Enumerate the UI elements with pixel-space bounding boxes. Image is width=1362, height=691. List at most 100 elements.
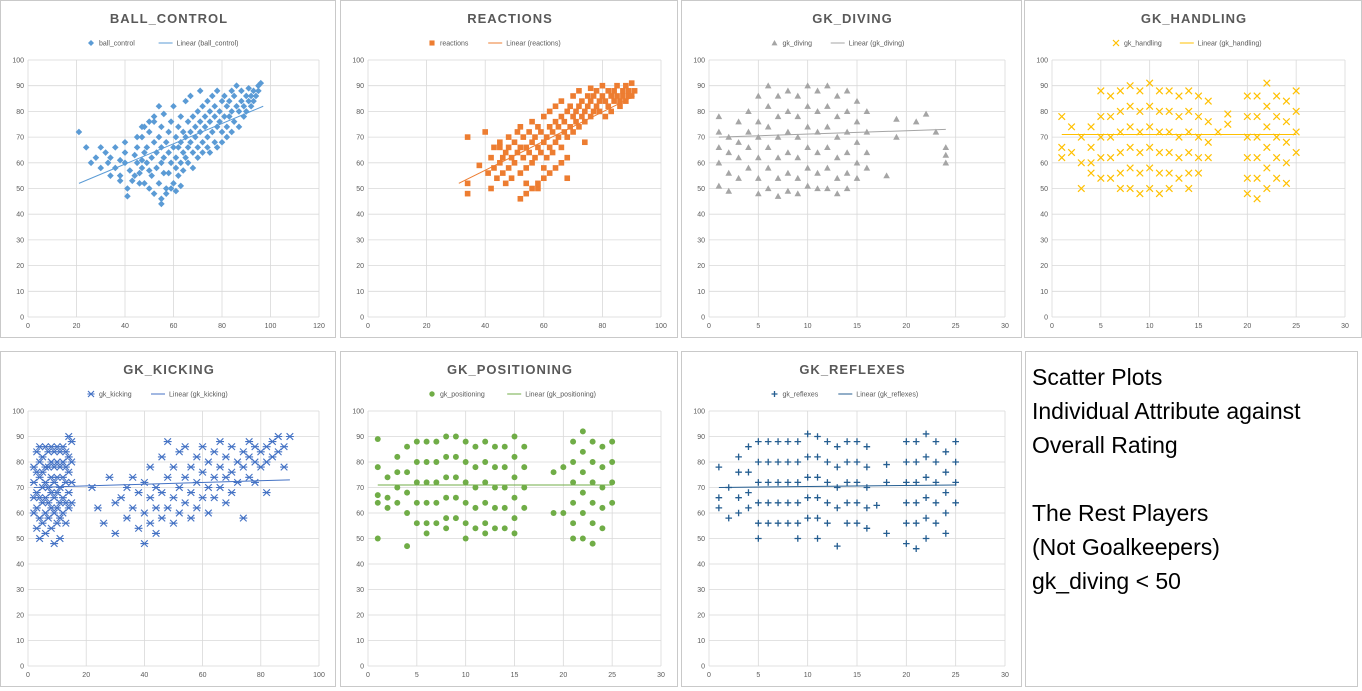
data-point: [576, 88, 582, 94]
chart-legend: gk_handling Linear (gk_handling): [1112, 39, 1262, 48]
data-point: [210, 448, 219, 456]
data-point: [1165, 107, 1173, 116]
data-point: [177, 182, 185, 190]
data-point: [535, 180, 541, 187]
data-point: [853, 174, 861, 181]
x-tick-label: 100: [313, 672, 325, 679]
data-point: [932, 479, 940, 486]
data-point: [784, 187, 792, 194]
data-point: [146, 494, 155, 502]
scatter-points: [75, 79, 265, 208]
data-point: [764, 144, 772, 151]
data-point: [1253, 153, 1261, 162]
x-tick-label: 0: [26, 323, 30, 330]
data-point: [184, 159, 192, 167]
x-tick-label: 30: [1001, 672, 1009, 679]
data-point: [555, 124, 562, 130]
data-point: [755, 499, 762, 507]
data-point: [204, 483, 213, 492]
linear-trendline: [718, 484, 956, 488]
data-point: [502, 180, 509, 187]
legend-marker: [429, 391, 435, 397]
data-point: [755, 92, 762, 99]
x-tick-label: 25: [952, 672, 960, 679]
legend-series-label: reactions: [440, 41, 469, 48]
data-point: [107, 154, 114, 161]
data-point: [529, 118, 535, 125]
data-point: [579, 98, 585, 104]
y-tick-label: 50: [356, 536, 364, 543]
data-point: [141, 149, 148, 156]
chart-svg-gk-handling: GK_HANDLING gk_handling Linear (gk_handlin…: [1036, 11, 1349, 330]
data-point: [472, 464, 479, 471]
data-point: [172, 133, 180, 141]
data-point: [206, 108, 214, 115]
data-point: [774, 174, 782, 181]
data-point: [529, 185, 535, 192]
data-point: [599, 82, 606, 89]
y-tick-label: 10: [356, 638, 364, 645]
y-tick-label: 10: [1040, 289, 1048, 296]
data-point: [755, 535, 762, 542]
data-point: [764, 164, 772, 171]
data-point: [491, 484, 498, 491]
y-tick-label: 60: [697, 511, 705, 518]
data-point: [491, 464, 498, 471]
data-point: [462, 459, 469, 465]
data-point: [505, 165, 512, 171]
data-point: [1263, 164, 1271, 172]
data-point: [394, 469, 401, 476]
x-tick-label: 30: [657, 672, 665, 679]
data-point: [1165, 148, 1173, 157]
data-point: [620, 93, 626, 99]
data-point: [227, 443, 236, 451]
data-point: [218, 97, 226, 105]
data-point: [433, 520, 440, 527]
data-point: [631, 88, 638, 94]
data-point: [1097, 112, 1105, 121]
data-point: [67, 478, 76, 487]
x-tick-label: 40: [121, 323, 129, 330]
x-tick-label: 30: [1001, 323, 1009, 330]
chart-title: REACTIONS: [467, 11, 553, 26]
data-point: [497, 139, 503, 146]
data-point: [121, 159, 129, 167]
data-point: [609, 459, 616, 465]
data-point: [189, 164, 197, 172]
data-point: [443, 525, 450, 532]
data-point: [1087, 143, 1095, 152]
data-point: [87, 159, 95, 167]
y-tick-label: 30: [16, 237, 24, 244]
data-point: [735, 118, 742, 125]
data-point: [233, 82, 240, 89]
y-tick-label: 30: [356, 237, 364, 244]
data-point: [122, 514, 131, 522]
data-point: [922, 453, 930, 461]
data-point: [932, 438, 940, 445]
data-point: [482, 520, 489, 527]
data-point: [374, 535, 381, 542]
data-point: [853, 118, 861, 125]
data-point: [853, 499, 861, 507]
data-point: [912, 519, 920, 527]
data-point: [404, 510, 411, 516]
data-point: [853, 159, 861, 166]
y-tick-label: 80: [697, 460, 705, 467]
data-point: [573, 108, 579, 115]
data-point: [179, 149, 187, 156]
y-tick-label: 100: [12, 58, 24, 65]
data-point: [833, 443, 841, 450]
data-point: [491, 144, 497, 151]
data-point: [774, 154, 782, 161]
data-point: [543, 154, 550, 161]
data-point: [883, 461, 890, 468]
data-point: [609, 499, 616, 506]
data-point: [1292, 148, 1300, 157]
data-point: [1204, 97, 1212, 105]
data-point: [194, 108, 202, 115]
data-point: [589, 438, 596, 445]
data-point: [472, 525, 479, 532]
data-point: [843, 185, 851, 192]
data-point: [735, 174, 742, 181]
data-point: [172, 187, 180, 195]
